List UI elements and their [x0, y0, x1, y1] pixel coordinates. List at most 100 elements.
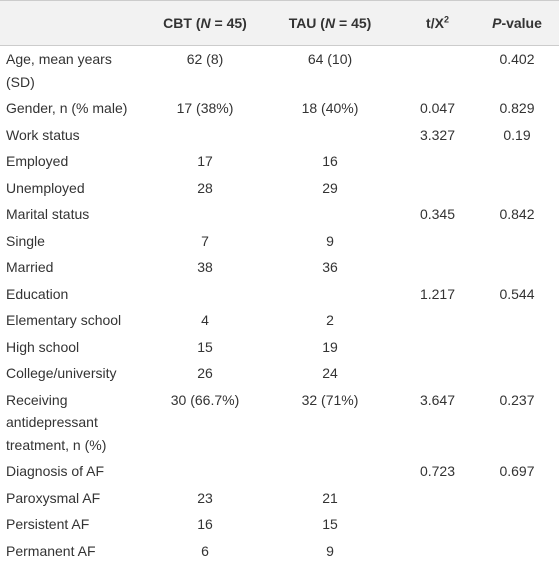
table-cell: 17 [150, 148, 260, 175]
table-cell [475, 334, 559, 361]
table-cell [150, 201, 260, 228]
header-text: = 45) [335, 15, 371, 31]
table-cell: Unemployed [0, 175, 150, 202]
table-cell: 0.402 [475, 46, 559, 96]
table-cell: Persistent AF [0, 511, 150, 538]
table-cell: 0.345 [400, 201, 475, 228]
table-cell: Education [0, 281, 150, 308]
header-text: t/X [426, 15, 444, 31]
table-cell: Employed [0, 148, 150, 175]
table-cell [260, 281, 400, 308]
table-cell: 64 (10) [260, 46, 400, 96]
table-cell: 0.697 [475, 458, 559, 485]
header-cell: CBT (N = 45) [150, 1, 260, 46]
table-cell [475, 511, 559, 538]
table-cell: 7 [150, 228, 260, 255]
table-cell: 0.19 [475, 122, 559, 149]
table-cell [260, 122, 400, 149]
table-cell: 9 [260, 228, 400, 255]
header-text: N [325, 15, 335, 31]
table-row: Receiving antidepressant treatment, n (%… [0, 387, 559, 459]
table-cell [400, 485, 475, 512]
header-text: CBT ( [163, 15, 200, 31]
table-cell: 0.723 [400, 458, 475, 485]
table-cell: 19 [260, 334, 400, 361]
table-cell [475, 360, 559, 387]
table-cell: 23 [150, 485, 260, 512]
table-cell: 26 [150, 360, 260, 387]
table-cell [475, 485, 559, 512]
table-cell: 62 (8) [150, 46, 260, 96]
table-cell: 16 [150, 511, 260, 538]
table-cell: 4 [150, 307, 260, 334]
table-cell [260, 201, 400, 228]
table-cell [400, 360, 475, 387]
table-cell: 0.237 [475, 387, 559, 459]
header-cell: TAU (N = 45) [260, 1, 400, 46]
table-cell: 0.047 [400, 95, 475, 122]
table-cell: 3.327 [400, 122, 475, 149]
table-cell: 30 (66.7%) [150, 387, 260, 459]
header-text: TAU ( [289, 15, 325, 31]
table-cell [400, 46, 475, 96]
table-cell: Gender, n (% male) [0, 95, 150, 122]
table-cell [400, 254, 475, 281]
table-cell: 24 [260, 360, 400, 387]
table-header: CBT (N = 45) TAU (N = 45) t/X2 P-value [0, 1, 559, 46]
table-cell: 38 [150, 254, 260, 281]
table-cell: 3.647 [400, 387, 475, 459]
table-cell [475, 148, 559, 175]
table-cell: 2 [260, 307, 400, 334]
table-cell: Work status [0, 122, 150, 149]
table-cell [260, 458, 400, 485]
table-cell [475, 254, 559, 281]
header-text: 2 [444, 14, 449, 24]
table-cell [475, 175, 559, 202]
table-cell: 15 [260, 511, 400, 538]
table-cell [400, 148, 475, 175]
table-cell [400, 334, 475, 361]
table-cell [400, 538, 475, 564]
table-row: Age, mean years (SD)62 (8)64 (10) 0.402 [0, 46, 559, 96]
table-cell: Marital status [0, 201, 150, 228]
table-cell: College/university [0, 360, 150, 387]
table-cell: 16 [260, 148, 400, 175]
header-text: -value [501, 15, 541, 31]
table-cell [400, 511, 475, 538]
table-cell [400, 307, 475, 334]
table-cell: Permanent AF [0, 538, 150, 564]
table-cell: Age, mean years (SD) [0, 46, 150, 96]
table-cell: 28 [150, 175, 260, 202]
table-cell: Paroxysmal AF [0, 485, 150, 512]
table-cell: 9 [260, 538, 400, 564]
table-cell: Elementary school [0, 307, 150, 334]
header-text: = 45) [211, 15, 247, 31]
table-cell [150, 122, 260, 149]
table-cell [475, 538, 559, 564]
header-cell: t/X2 [400, 1, 475, 46]
header-cell [0, 1, 150, 46]
table-cell: 0.544 [475, 281, 559, 308]
table-cell [475, 307, 559, 334]
table-cell [400, 228, 475, 255]
header-text: N [201, 15, 211, 31]
header-cell: P-value [475, 1, 559, 46]
table-cell: 15 [150, 334, 260, 361]
table-cell: 18 (40%) [260, 95, 400, 122]
header-row: CBT (N = 45) TAU (N = 45) t/X2 P-value [0, 1, 559, 46]
table-cell [475, 228, 559, 255]
